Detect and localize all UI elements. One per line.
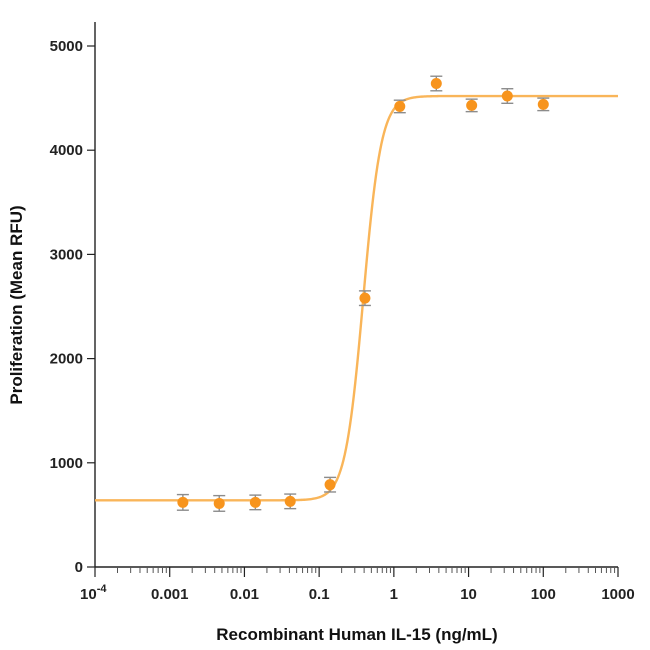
- x-ticks: 10-4 0.001 0.01 0.1 1 10 100 1000: [80, 567, 635, 603]
- data-point: [466, 99, 478, 111]
- y-tick-label: 5000: [50, 38, 83, 55]
- y-tick-label: 0: [75, 559, 83, 576]
- x-tick-label: 10-4: [80, 583, 107, 603]
- y-tick-label: 4000: [50, 142, 83, 159]
- data-point: [249, 496, 261, 508]
- data-point: [394, 100, 406, 112]
- fit-curve: [95, 94, 618, 502]
- data-points: [177, 78, 549, 509]
- x-tick-label: 0.1: [309, 586, 330, 603]
- data-point: [359, 292, 371, 304]
- x-tick-label: 100: [531, 586, 556, 603]
- data-point: [213, 497, 225, 509]
- x-axis-title: Recombinant Human IL-15 (ng/mL): [216, 625, 497, 644]
- x-tick-label: 1000: [601, 586, 634, 603]
- y-ticks: 0 1000 2000 3000 4000 5000: [50, 38, 95, 576]
- data-point: [501, 90, 513, 102]
- data-point: [430, 78, 442, 90]
- y-tick-label: 1000: [50, 455, 83, 472]
- x-tick-label: 1: [390, 586, 398, 603]
- x-tick-label: 0.001: [151, 586, 189, 603]
- x-tick-label: 0.01: [230, 586, 259, 603]
- y-tick-label: 2000: [50, 351, 83, 368]
- x-tick-label: 10: [460, 586, 477, 603]
- data-point: [284, 495, 296, 507]
- data-point: [324, 479, 336, 491]
- x-minor-ticks: [116, 567, 616, 573]
- y-axis-title: Proliferation (Mean RFU): [7, 205, 26, 404]
- y-tick-label: 3000: [50, 246, 83, 263]
- axes: [94, 22, 618, 568]
- data-point: [177, 496, 189, 508]
- data-point: [537, 98, 549, 110]
